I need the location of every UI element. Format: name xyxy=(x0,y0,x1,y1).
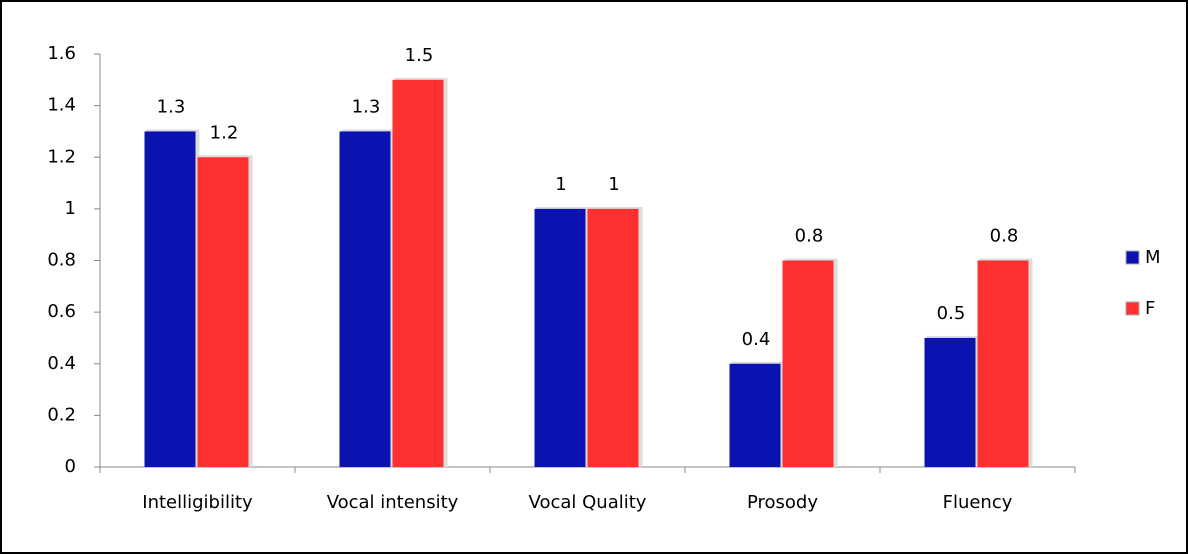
bar xyxy=(197,157,249,467)
bar xyxy=(392,79,444,467)
y-tick-label: 0.2 xyxy=(47,404,76,425)
data-label: 1.2 xyxy=(210,122,239,143)
x-tick-label: Prosody xyxy=(747,492,818,513)
legend-swatch xyxy=(1125,250,1140,265)
data-label: 1 xyxy=(555,174,566,195)
legend-label: F xyxy=(1145,298,1155,319)
data-label: 0.8 xyxy=(990,226,1019,247)
data-label: 0.8 xyxy=(795,226,824,247)
bar xyxy=(339,131,391,467)
y-tick-label: 1 xyxy=(65,198,76,219)
x-tick-label: Intelligibility xyxy=(142,492,253,513)
x-tick-label: Fluency xyxy=(943,492,1013,513)
bar xyxy=(977,260,1029,467)
data-label: 0.4 xyxy=(742,329,771,350)
y-tick-label: 1.2 xyxy=(47,146,76,167)
bar xyxy=(729,363,781,467)
legend-swatch xyxy=(1125,301,1140,316)
x-tick-label: Vocal intensity xyxy=(327,492,459,513)
data-label: 1.5 xyxy=(405,45,434,66)
data-label: 0.5 xyxy=(937,303,966,324)
bar xyxy=(782,260,834,467)
y-tick-label: 0.8 xyxy=(47,250,76,271)
data-label: 1.3 xyxy=(352,96,381,117)
bar xyxy=(534,208,586,467)
data-label: 1 xyxy=(608,174,619,195)
data-label: 1.3 xyxy=(157,96,186,117)
legend-label: M xyxy=(1145,247,1161,268)
bar xyxy=(144,131,196,467)
y-tick-label: 0.4 xyxy=(47,353,76,374)
x-tick-label: Vocal Quality xyxy=(529,492,647,513)
y-tick-label: 1.6 xyxy=(47,43,76,64)
y-tick-label: 1.4 xyxy=(47,95,76,116)
y-tick-label: 0.6 xyxy=(47,301,76,322)
bar xyxy=(924,337,976,467)
bar xyxy=(587,208,639,467)
y-tick-label: 0 xyxy=(65,456,76,477)
